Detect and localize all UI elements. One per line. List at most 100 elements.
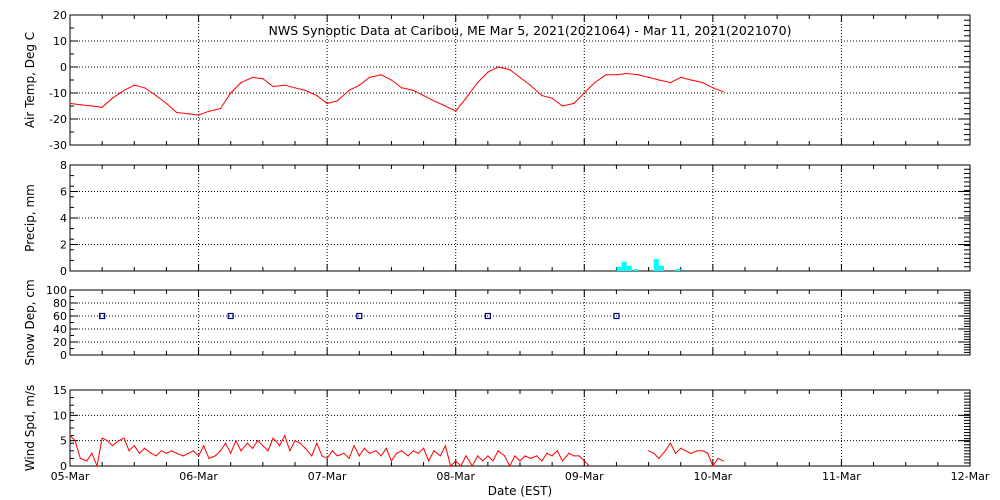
wind-point <box>343 452 345 454</box>
wind-point <box>696 450 699 452</box>
snow-marker <box>613 312 620 320</box>
temp-point <box>294 87 296 89</box>
temp-point <box>561 105 564 107</box>
wind-point <box>653 452 655 454</box>
temp-point <box>476 82 479 84</box>
temp-point <box>251 76 254 78</box>
temp-point <box>583 92 585 94</box>
wind-point <box>487 455 489 457</box>
wind-point <box>422 447 425 449</box>
wind-point <box>568 452 570 454</box>
x-tick-label: 12-Mar <box>951 470 990 483</box>
wind-point <box>272 437 274 439</box>
precip-ytick-label: 6 <box>60 186 67 199</box>
temp-point <box>316 95 318 97</box>
wind-point <box>524 455 526 457</box>
temp-point <box>701 82 704 84</box>
wind-point <box>482 460 484 462</box>
temp-point <box>519 76 521 78</box>
wind-point <box>165 452 168 454</box>
wind-point <box>707 452 709 454</box>
wind-point <box>240 450 242 452</box>
snow-ylabel: Snow Dep, cm <box>23 279 37 365</box>
wind-point <box>262 445 264 447</box>
x-tick-label: 08-Mar <box>436 470 475 483</box>
temp-point <box>197 114 200 116</box>
wind-point <box>722 460 724 462</box>
temp-point <box>380 74 382 76</box>
wind-point <box>155 455 157 457</box>
wind-point <box>375 450 377 452</box>
temp-ytick-label: 10 <box>53 35 67 48</box>
wind-point <box>476 455 479 457</box>
precip-ylabel: Precip, mm <box>23 184 37 252</box>
wind-point <box>246 442 249 444</box>
wind-point <box>203 445 205 447</box>
temp-point <box>165 102 168 104</box>
temp-point <box>143 87 146 89</box>
wind-point <box>380 455 382 457</box>
precip-ytick-label: 0 <box>60 265 67 278</box>
precip-ytick-label: 2 <box>60 239 67 252</box>
wind-point <box>536 455 538 457</box>
temp-point <box>455 110 457 112</box>
temp-ytick-label: 0 <box>60 61 67 74</box>
wind-point <box>257 440 259 442</box>
wind-point <box>106 440 108 442</box>
wind-point <box>368 452 371 454</box>
wind-point <box>138 452 141 454</box>
wind-point <box>395 452 398 454</box>
wind-point <box>444 445 447 447</box>
temp-point <box>348 89 350 91</box>
wind-point <box>111 445 114 447</box>
wind-point <box>497 450 499 452</box>
wind-point <box>455 460 457 462</box>
temp-point <box>626 72 628 75</box>
wind-point <box>647 450 650 452</box>
wind-point <box>143 447 146 449</box>
wind-panel: 0 5 10 15 Wind Spd, m/s <box>23 384 971 473</box>
wind-point <box>128 450 130 452</box>
wind-point <box>192 450 195 452</box>
temp-point <box>722 91 724 93</box>
wind-point <box>74 440 76 442</box>
temp-point <box>219 108 222 110</box>
wind-point <box>583 460 585 462</box>
temp-point <box>412 89 414 91</box>
temp-point <box>240 82 242 84</box>
wind-series-line <box>648 442 724 468</box>
x-tick-label: 06-Mar <box>179 470 218 483</box>
wind-ytick-label: 0 <box>60 460 67 473</box>
wind-point <box>433 450 435 452</box>
wind-point <box>69 435 71 437</box>
precip-bar <box>675 269 681 271</box>
temp-point <box>111 97 114 99</box>
wind-point <box>197 455 200 457</box>
precip-ytick-label: 4 <box>60 212 67 225</box>
snow-marker <box>99 312 106 320</box>
temp-series-line <box>69 66 724 116</box>
temp-point <box>272 85 274 88</box>
wind-point <box>460 465 462 467</box>
temp-point <box>155 95 157 97</box>
wind-point <box>514 455 516 457</box>
wind-point <box>118 440 120 442</box>
wind-point <box>556 450 558 452</box>
precip-bar <box>616 267 622 271</box>
temp-point <box>401 87 403 89</box>
wind-frame <box>69 389 971 467</box>
wind-point <box>401 450 403 452</box>
temp-point <box>336 100 339 102</box>
temp-point <box>658 79 660 81</box>
wind-point <box>390 460 393 462</box>
wind-point <box>690 452 692 454</box>
temp-point <box>358 84 360 86</box>
temp-point <box>669 82 672 84</box>
wind-point <box>170 450 173 452</box>
wind-point <box>712 465 714 467</box>
wind-point <box>658 457 660 459</box>
precip-bar <box>633 269 639 271</box>
temp-point <box>497 66 499 68</box>
temp-point <box>615 74 618 76</box>
